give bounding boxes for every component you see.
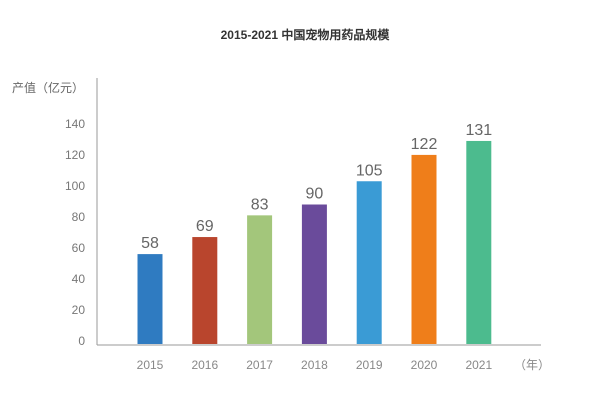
x-tick-labels: 2015 2016 2017 2018 2019 2020 2021 [137,358,493,372]
y-tick-label-140: 140 [65,117,85,131]
bars [137,140,492,344]
data-label-2016: 69 [196,218,214,235]
y-tick-label-60: 60 [72,241,86,255]
y-tick-label-120: 120 [65,148,85,162]
x-tick-label-2018: 2018 [301,358,328,372]
y-tick-label-0: 0 [78,334,85,348]
y-tick-label-40: 40 [72,272,86,286]
bar-2016 [192,237,218,344]
bar-2017 [247,215,273,344]
data-label-2021: 131 [465,122,492,139]
data-label-2015: 58 [141,235,159,252]
chart-title: 2015-2021 中国宠物用药品规模 [221,27,391,42]
y-tick-label-80: 80 [72,210,86,224]
data-label-2019: 105 [356,162,383,179]
data-label-2020: 122 [411,136,438,153]
y-axis-label: 产值（亿元） [12,80,84,95]
data-labels: 58 69 83 90 105 122 131 [141,122,492,252]
data-label-2017: 83 [251,196,269,213]
data-label-2018: 90 [306,186,324,203]
y-tick-labels: 0 20 40 60 80 100 120 140 [65,117,85,348]
bar-2018 [301,204,327,344]
x-tick-label-2015: 2015 [137,358,164,372]
y-tick-label-100: 100 [65,179,85,193]
x-tick-label-2017: 2017 [246,358,273,372]
bar-2021 [466,140,492,344]
x-tick-label-2016: 2016 [191,358,218,372]
x-axis-unit-label: （年） [514,358,550,372]
bar-2020 [411,154,437,344]
y-tick-label-20: 20 [72,303,86,317]
bar-2019 [356,181,382,344]
bar-2015 [137,254,163,344]
x-tick-label-2020: 2020 [411,358,438,372]
x-tick-label-2019: 2019 [356,358,383,372]
x-tick-label-2021: 2021 [465,358,492,372]
